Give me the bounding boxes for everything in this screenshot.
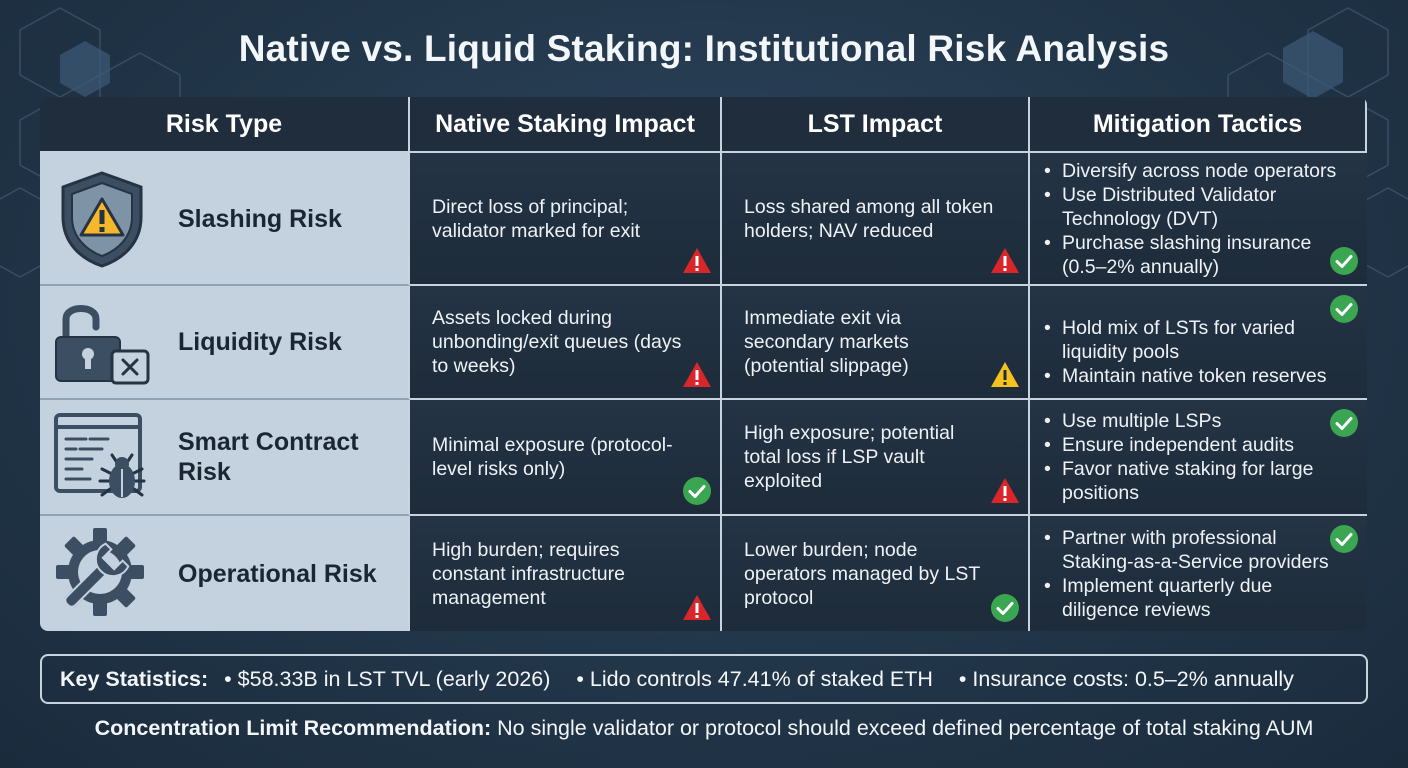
lst-impact-text: Immediate exit via secondary markets (po… <box>744 307 909 377</box>
check-circle-icon <box>1330 247 1358 275</box>
risk-name: Slashing Risk <box>178 204 342 233</box>
caution-warning-icon <box>991 362 1019 387</box>
unlocked-padlock-icon <box>52 292 152 392</box>
concentration-limit-label: Concentration Limit Recommendation: <box>94 716 492 740</box>
native-impact-text: Direct loss of principal; validator mark… <box>432 195 641 242</box>
lst-impact-text: Lower burden; node operators managed by … <box>744 538 980 609</box>
danger-warning-icon <box>991 248 1019 273</box>
native-impact-text: Minimal exposure (protocol-level risks o… <box>432 434 673 480</box>
mitigation-item: Favor native staking for large positions <box>1044 457 1327 505</box>
mitigation-cell: Hold mix of LSTs for varied liquidity po… <box>1030 286 1367 400</box>
native-impact-text: High burden; requires constant infrastru… <box>432 538 625 609</box>
risk-name: Smart Contract Risk <box>178 428 359 486</box>
risk-type-cell: Slashing Risk <box>40 153 410 286</box>
native-impact-cell: Minimal exposure (protocol-level risks o… <box>410 400 722 516</box>
mitigation-item: Partner with professional Staking-as-a-S… <box>1044 526 1353 574</box>
mitigation-cell: Diversify across node operators Use Dist… <box>1030 153 1367 286</box>
native-impact-cell: Direct loss of principal; validator mark… <box>410 153 722 286</box>
concentration-limit-text: No single validator or protocol should e… <box>491 716 1314 740</box>
risk-type-cell: Operational Risk <box>40 516 410 631</box>
lst-impact-cell: Immediate exit via secondary markets (po… <box>722 286 1030 400</box>
lst-impact-text: High exposure; potential total loss if L… <box>744 422 955 492</box>
key-statistics-bar: Key Statistics: • $58.33B in LST TVL (ea… <box>40 654 1368 704</box>
lst-impact-cell: High exposure; potential total loss if L… <box>722 400 1030 516</box>
risk-name: Liquidity Risk <box>178 328 342 356</box>
mitigation-item: Ensure independent audits <box>1044 433 1327 457</box>
native-impact-cell: High burden; requires constant infrastru… <box>410 516 722 631</box>
mitigation-cell: Use multiple LSPs Ensure independent aud… <box>1030 400 1367 516</box>
danger-warning-icon <box>683 362 711 387</box>
native-impact-cell: Assets locked during unbonding/exit queu… <box>410 286 722 400</box>
danger-warning-icon <box>991 478 1019 503</box>
mitigation-item: Diversify across node operators <box>1044 159 1337 183</box>
mitigation-item: Use multiple LSPs <box>1044 409 1327 433</box>
statistic-item: • $58.33B in LST TVL (early 2026) <box>224 666 551 691</box>
check-circle-icon <box>1330 525 1358 553</box>
lst-impact-cell: Lower burden; node operators managed by … <box>722 516 1030 631</box>
statistic-item: • Lido controls 47.41% of staked ETH <box>576 666 933 691</box>
gear-wrench-icon <box>52 524 152 624</box>
risk-matrix-table: Risk Type Native Staking Impact LST Impa… <box>40 97 1367 631</box>
mitigation-list: Hold mix of LSTs for varied liquidity po… <box>1030 316 1367 388</box>
risk-type-cell: Liquidity Risk <box>40 286 410 400</box>
check-circle-icon <box>683 477 711 505</box>
native-impact-text: Assets locked during unbonding/exit queu… <box>432 307 682 377</box>
danger-warning-icon <box>683 248 711 273</box>
page-title: Native vs. Liquid Staking: Institutional… <box>238 28 1170 69</box>
risk-name: Operational Risk <box>178 559 377 588</box>
mitigation-cell: Partner with professional Staking-as-a-S… <box>1030 516 1367 631</box>
header-mitigation: Mitigation Tactics <box>1030 97 1367 153</box>
mitigation-list: Use multiple LSPs Ensure independent aud… <box>1030 409 1367 505</box>
danger-warning-icon <box>683 595 711 620</box>
header-native-impact: Native Staking Impact <box>410 97 722 153</box>
lst-impact-text: Loss shared among all token holders; NAV… <box>744 195 994 242</box>
mitigation-item: Use Distributed Validator Technology (DV… <box>1044 183 1337 231</box>
code-bug-icon <box>52 407 152 507</box>
mitigation-list: Partner with professional Staking-as-a-S… <box>1030 526 1367 622</box>
mitigation-item: Implement quarterly due diligence review… <box>1044 574 1353 622</box>
key-statistics-label: Key Statistics: <box>60 666 209 691</box>
mitigation-item: Purchase slashing insurance (0.5–2% annu… <box>1044 231 1337 279</box>
mitigation-list: Diversify across node operators Use Dist… <box>1030 159 1367 279</box>
mitigation-item: Maintain native token reserves <box>1044 364 1347 388</box>
mitigation-item: Hold mix of LSTs for varied liquidity po… <box>1044 316 1347 364</box>
risk-type-cell: Smart Contract Risk <box>40 400 410 516</box>
statistic-item: • Insurance costs: 0.5–2% annually <box>958 666 1294 691</box>
check-circle-icon <box>991 594 1019 622</box>
lst-impact-cell: Loss shared among all token holders; NAV… <box>722 153 1030 286</box>
header-risk-type: Risk Type <box>40 97 410 153</box>
header-lst-impact: LST Impact <box>722 97 1030 153</box>
shield-warning-icon <box>52 169 152 269</box>
check-circle-icon <box>1330 295 1358 323</box>
check-circle-icon <box>1330 409 1358 437</box>
concentration-limit-note: Concentration Limit Recommendation: No s… <box>0 716 1408 741</box>
